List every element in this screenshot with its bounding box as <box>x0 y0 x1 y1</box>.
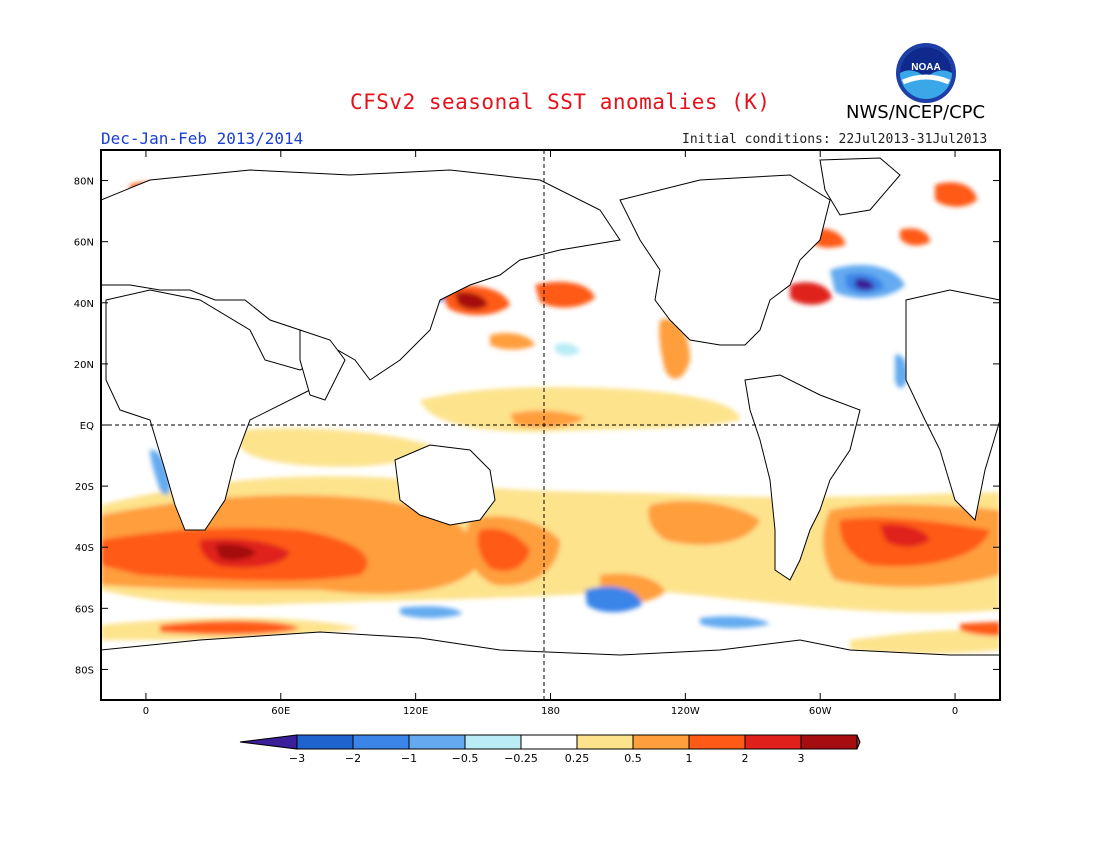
logo-text: NOAA <box>911 62 940 73</box>
initial-conditions-label: Initial conditions: 22Jul2013-31Jul2013 <box>682 132 988 147</box>
colorbar-box <box>576 734 634 750</box>
colorbar-label: 1 <box>686 752 693 765</box>
lat-tick-label: 20N <box>74 360 94 371</box>
lon-tick-label: 60W <box>809 706 832 717</box>
lon-tick-label: 120E <box>403 706 428 717</box>
lon-tick-label: 60E <box>271 706 290 717</box>
continent-outlines <box>101 157 1000 700</box>
south-america-outline <box>744 374 861 581</box>
colorbar-high-triangle <box>856 734 861 750</box>
colorbar-box <box>520 734 578 750</box>
lat-tick-label: 40S <box>75 543 94 554</box>
lon-tick-label: 180 <box>541 706 560 717</box>
colorbar-label: −0.25 <box>504 752 538 765</box>
longitude-ticks: 0 60E 120E 180 120W 60W 0 <box>143 150 958 717</box>
north-america-outline <box>619 174 831 346</box>
colorbar-low-triangle <box>239 734 298 750</box>
africa-outline <box>105 289 321 531</box>
eurasia-outline <box>101 169 621 381</box>
noaa-logo: NOAA <box>896 43 956 103</box>
wrap-africa-outline <box>905 289 1000 522</box>
latitude-ticks: 80N 60N 40N 20N EQ 20S 40S 60S 80S <box>74 177 1000 676</box>
lat-tick-label: 80N <box>74 177 94 188</box>
organization-label: NWS/NCEP/CPC <box>846 102 986 123</box>
lat-tick-label: 20S <box>75 482 94 493</box>
colorbar-label: 0.25 <box>565 752 590 765</box>
india-outline <box>299 329 346 401</box>
australia-outline <box>394 444 496 526</box>
lon-tick-label: 0 <box>143 706 149 717</box>
colorbar-label: −0.5 <box>452 752 479 765</box>
lat-tick-label: 60N <box>74 238 94 249</box>
colorbar-label: 0.5 <box>624 752 642 765</box>
colorbar-label: 2 <box>742 752 749 765</box>
lat-tick-label: 60S <box>75 604 94 615</box>
colorbar-box <box>744 734 802 750</box>
lat-tick-label: 40N <box>74 299 94 310</box>
map-title: CFSv2 seasonal SST anomalies (K) <box>350 90 771 114</box>
lon-tick-label: 120W <box>671 706 700 717</box>
greenland-outline <box>819 157 901 216</box>
colorbar-box <box>464 734 522 750</box>
colorbar-label: −3 <box>289 752 305 765</box>
colorbar-box <box>632 734 690 750</box>
colorbar-box <box>800 734 858 750</box>
colorbar-label: −1 <box>401 752 417 765</box>
colorbar-box <box>408 734 466 750</box>
lat-tick-label: 80S <box>75 665 94 676</box>
colorbar-box <box>352 734 410 750</box>
colorbar-label: −2 <box>345 752 361 765</box>
antarctica-outline <box>101 631 1000 700</box>
lat-tick-label: EQ <box>80 421 94 432</box>
colorbar-box <box>296 734 354 750</box>
colorbar: −3 −2 −1 −0.5 −0.25 0.25 0.5 1 2 3 <box>239 734 861 765</box>
colorbar-box <box>688 734 746 750</box>
season-label: Dec-Jan-Feb 2013/2014 <box>101 129 304 148</box>
colorbar-label: 3 <box>798 752 805 765</box>
lon-tick-label: 0 <box>952 706 958 717</box>
